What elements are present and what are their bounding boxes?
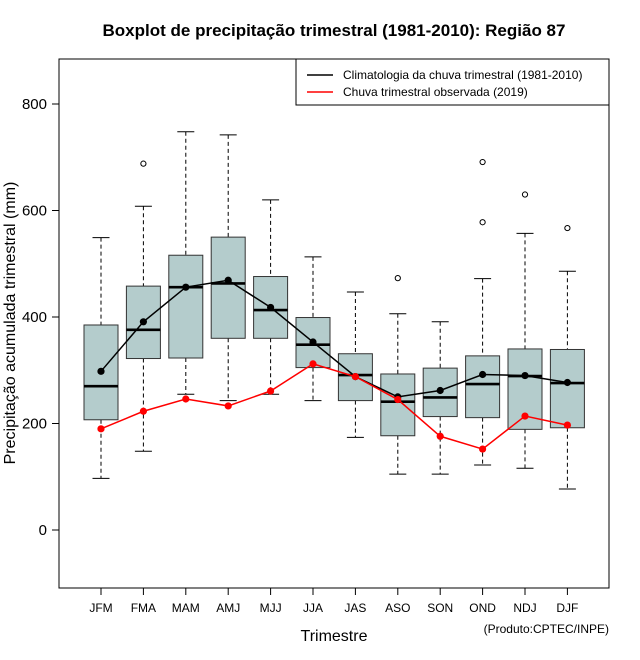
y-tick-label: 0 xyxy=(39,522,47,539)
x-tick-label: JFM xyxy=(89,601,112,615)
observed-point xyxy=(351,373,359,381)
legend-label-climatology: Climatologia da chuva trimestral (1981-2… xyxy=(343,68,582,82)
box-ndj xyxy=(507,191,543,469)
plot-area: 0 200 400 600 800 JFM FMA MAM AMJ MJJ JJA JAS ASO SON… xyxy=(22,58,610,615)
box-fma xyxy=(125,160,161,452)
box-djf xyxy=(549,224,585,490)
climatology-point xyxy=(139,318,147,326)
x-axis-label: Trimestre xyxy=(301,628,368,645)
x-tick-label: ASO xyxy=(385,601,410,615)
climatology-point xyxy=(436,386,444,395)
climatology-point xyxy=(563,378,572,387)
y-tick-label: 200 xyxy=(22,416,47,433)
chart-title: Boxplot de precipitação trimestral (1981… xyxy=(103,21,566,40)
climatology-point xyxy=(309,338,317,346)
observed-point xyxy=(394,395,402,404)
x-tick-label: FMA xyxy=(131,601,156,615)
observed-point xyxy=(267,387,275,395)
outlier-point xyxy=(479,219,486,226)
observed-point xyxy=(436,432,444,440)
climatology-point xyxy=(479,370,487,379)
iqr-box xyxy=(380,373,416,437)
iqr-box xyxy=(549,348,585,429)
x-tick-label: MAM xyxy=(172,601,200,615)
box-mam xyxy=(168,131,204,395)
x-tick-label: JJA xyxy=(303,601,323,615)
observed-line xyxy=(100,363,568,450)
iqr-box xyxy=(168,254,204,359)
outlier-point xyxy=(394,275,401,282)
observed-point xyxy=(224,402,232,410)
observed-point xyxy=(563,421,572,429)
x-tick-label: SON xyxy=(427,601,453,615)
legend-label-observed: Chuva trimestral observada (2019) xyxy=(343,85,528,99)
observed-point xyxy=(309,360,317,368)
y-tick-label: 800 xyxy=(22,96,47,113)
product-credit: (Produto:CPTEC/INPE) xyxy=(484,622,609,636)
observed-point xyxy=(521,412,529,420)
x-tick-label: NDJ xyxy=(513,601,536,615)
climatology-point xyxy=(521,371,529,380)
climatology-point xyxy=(267,303,275,312)
climatology-point xyxy=(224,276,232,284)
box-amj xyxy=(210,134,246,402)
box-jja xyxy=(295,256,331,402)
outlier-point xyxy=(479,158,486,166)
outlier-point xyxy=(564,224,571,232)
x-tick-label: OND xyxy=(469,601,496,615)
y-axis-label: Precipitação acumulada trimestral (mm) xyxy=(2,182,19,465)
box-son xyxy=(422,321,458,475)
climatology-point xyxy=(182,283,190,291)
y-tick-label: 600 xyxy=(22,203,47,220)
legend: Climatologia da chuva trimestral (1981-2… xyxy=(295,58,610,106)
observed-point xyxy=(97,425,105,433)
box-ond xyxy=(465,158,501,466)
outlier-point xyxy=(140,160,147,167)
box-mjj xyxy=(253,199,289,395)
x-tick-label: JAS xyxy=(344,601,366,615)
outlier-point xyxy=(521,191,529,198)
climatology-point xyxy=(97,367,105,375)
climatology-line xyxy=(100,279,568,398)
observed-point xyxy=(139,407,147,415)
box-aso xyxy=(380,275,416,475)
observed-point xyxy=(479,445,487,453)
box-jas xyxy=(337,291,373,438)
x-tick-label: DJF xyxy=(556,601,578,615)
legend-box xyxy=(295,58,610,106)
iqr-box xyxy=(465,355,501,419)
x-tick-label: MJJ xyxy=(260,601,282,615)
x-tick-label: AMJ xyxy=(216,601,240,615)
y-tick-label: 400 xyxy=(22,309,47,326)
observed-point xyxy=(182,395,190,403)
